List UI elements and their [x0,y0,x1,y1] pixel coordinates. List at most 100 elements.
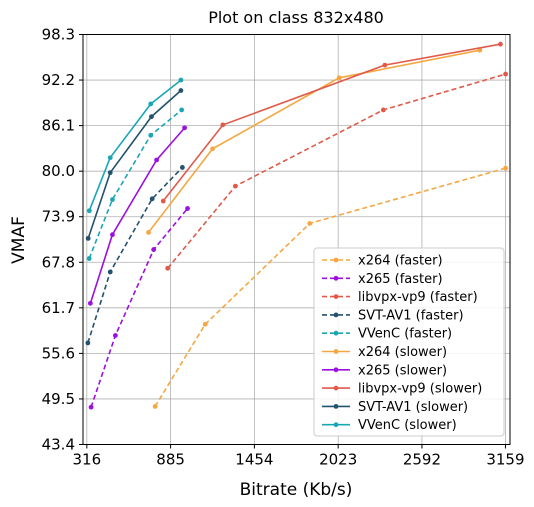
legend-label: VVenC (slower) [358,418,457,433]
data-point [85,235,91,241]
data-point [107,155,113,161]
y-tick-label: 67.8 [42,253,75,271]
x-tick-label: 885 [156,451,185,469]
series-7 [160,41,503,204]
series-9 [86,77,184,214]
series-line [87,89,182,239]
legend-marker [333,367,339,373]
y-tick-label: 43.4 [42,436,75,454]
data-point [307,221,313,226]
data-point [146,230,151,235]
legend-label: x264 (faster) [358,254,443,269]
data-point [151,247,157,252]
data-point [112,333,118,338]
x-ticks: 316 885 1454 2023 2592 3159 [73,444,525,469]
legend-marker [333,257,339,263]
legend-marker [333,385,339,391]
y-axis-label: VMAF [9,216,29,264]
legend-marker [333,330,339,336]
data-point [182,125,187,131]
data-point [88,404,94,410]
data-point [179,107,185,113]
legend-label: libvpx-vp9 (slower) [358,382,482,397]
y-tick-label: 73.9 [42,208,75,226]
data-point [210,146,215,152]
data-point [85,340,91,346]
legend-marker [333,275,339,281]
data-point [220,122,226,128]
data-point [202,321,208,327]
data-point [148,101,154,107]
x-tick-label: 1454 [235,451,273,469]
legend-item: VVenC (slower) [322,418,457,433]
series-8 [85,88,184,241]
series-line [162,43,501,202]
series-line [154,167,506,407]
legend-label: libvpx-vp9 (faster) [358,290,478,305]
data-point [86,256,92,261]
legend-marker [333,349,339,354]
y-tick-label: 55.6 [42,344,75,362]
x-tick-label: 3159 [486,451,524,469]
data-point [154,157,160,163]
legend-item: libvpx-vp9 (faster) [322,290,478,305]
series-2 [165,71,508,271]
data-point [178,77,184,83]
legend: x264 (faster) x265 (faster) libvpx-vp9 (fa… [313,247,505,437]
legend-label: SVT-AV1 (slower) [358,400,468,415]
data-point [87,300,93,306]
data-point [152,404,158,409]
y-tick-label: 61.7 [42,299,75,317]
series-4 [86,107,185,261]
legend-marker [333,404,339,409]
y-tick-label: 98.3 [42,26,75,44]
legend-box [313,247,505,437]
series-5 [146,47,483,235]
legend-item: x265 (slower) [322,363,447,378]
data-point [477,47,483,53]
legend-marker [333,312,339,318]
y-tick-label: 49.5 [42,390,75,408]
legend-item: x264 (slower) [322,345,447,360]
plot-frame [82,34,511,445]
data-point [160,198,166,204]
legend-label: x265 (slower) [358,363,447,378]
series-line [147,49,480,233]
legend-item: VVenC (faster) [322,327,452,342]
x-tick-label: 2592 [403,451,441,469]
series-3 [85,165,185,346]
y-tick-label: 80.0 [42,162,75,180]
series-line [89,127,186,304]
data-point [185,206,190,211]
series-0 [152,165,508,409]
data-point [503,71,508,77]
legend-item: x265 (faster) [322,272,443,287]
data-point [107,170,113,176]
x-axis-label: Bitrate (Kb/s) [240,480,353,500]
data-point [110,197,115,202]
series-line [90,207,189,408]
legend-marker [333,294,339,299]
chart-title: Plot on class 832x480 [208,8,384,27]
legend-label: x264 (slower) [358,345,447,360]
data-point [380,107,386,113]
legend-item: SVT-AV1 (faster) [322,308,464,323]
legend-label: SVT-AV1 (faster) [358,308,464,323]
legend-item: x264 (faster) [322,254,443,269]
series-6 [87,125,187,306]
legend-marker [333,422,339,428]
y-tick-label: 86.1 [42,117,75,135]
series-line [167,73,506,269]
data-point [110,232,115,238]
y-tick-label: 92.2 [42,71,75,89]
data-point [503,165,508,171]
series-line [87,166,183,344]
data-point [498,41,503,47]
data-point [178,88,184,93]
data-point [107,269,113,275]
data-point [149,114,154,120]
data-point [382,62,388,68]
legend-item: libvpx-vp9 (slower) [322,382,482,397]
series-1 [88,206,190,410]
